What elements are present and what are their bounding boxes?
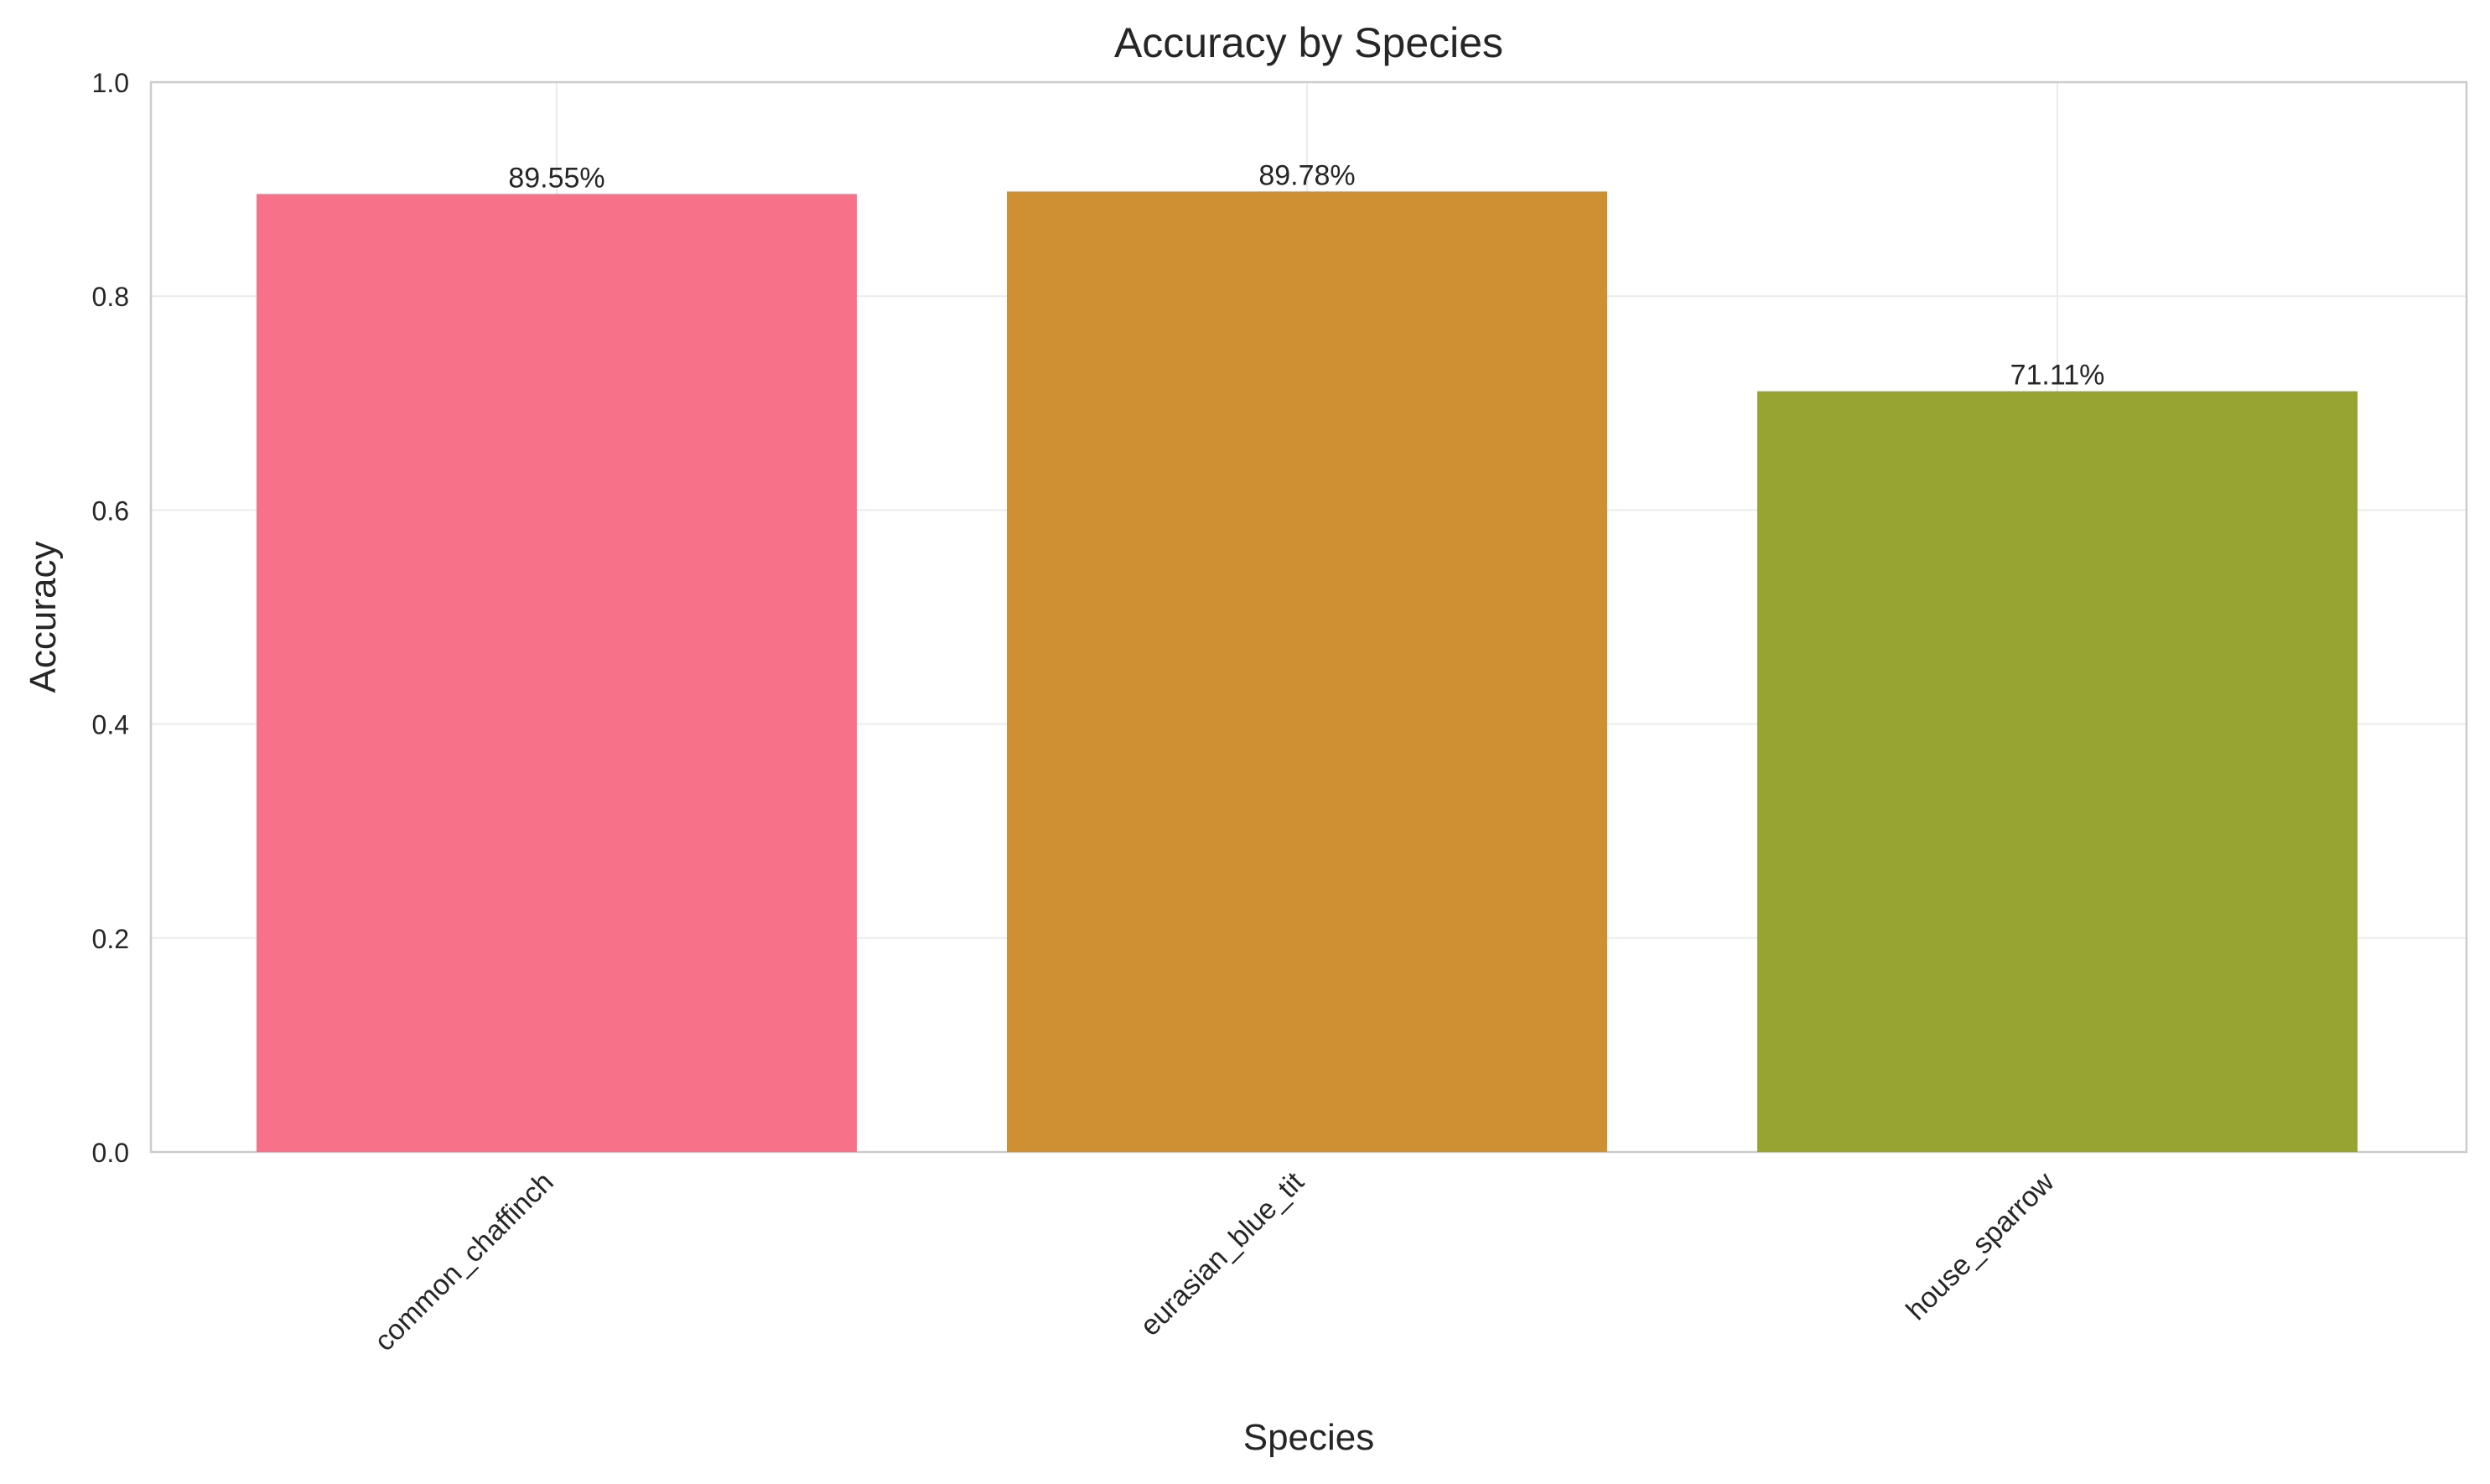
bar (257, 194, 857, 1152)
bar-value-label: 89.78% (1258, 159, 1355, 191)
y-tick-label: 0.0 (92, 1138, 129, 1168)
bar (1007, 191, 1607, 1152)
x-axis-label: Species (1243, 1417, 1375, 1458)
y-tick-label: 1.0 (92, 68, 129, 98)
y-tick-label: 0.8 (92, 282, 129, 312)
bar-value-label: 89.55% (508, 162, 604, 194)
y-axis-label: Accuracy (23, 542, 64, 693)
bar-value-label: 71.11% (2010, 360, 2105, 392)
value-labels: 89.55% 89.78% 71.11% (508, 159, 2104, 391)
y-tick-label: 0.6 (92, 496, 129, 526)
y-axis-ticks: 0.0 0.2 0.4 0.6 0.8 1.0 (92, 68, 129, 1168)
y-tick-label: 0.2 (92, 924, 129, 954)
bar (1757, 391, 2358, 1152)
bars (257, 191, 2358, 1152)
y-tick-label: 0.4 (92, 710, 129, 740)
chart-title: Accuracy by Species (1114, 19, 1503, 66)
